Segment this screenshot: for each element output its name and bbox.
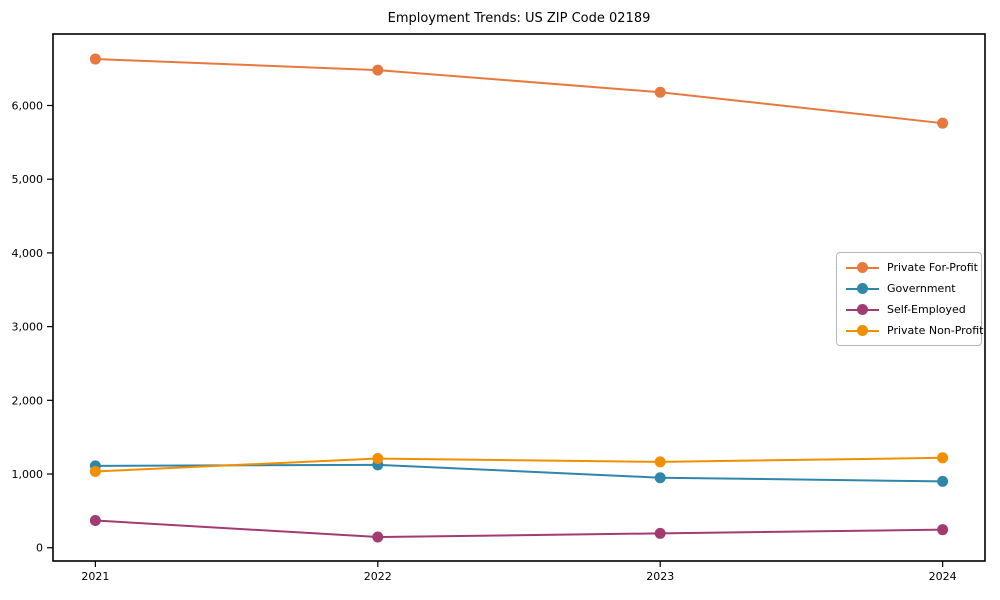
chart-title: Employment Trends: US ZIP Code 02189 — [387, 11, 651, 26]
series-line-government — [95, 463, 943, 483]
series-line-private-for-profit — [95, 58, 943, 125]
y-tick-label: 3,000 — [12, 321, 44, 334]
x-tick-label: 2021 — [81, 570, 109, 583]
legend-marker-icon — [846, 304, 879, 315]
data-point-self-employed — [937, 524, 949, 536]
plot-border — [52, 33, 986, 562]
legend-item-private-non-profit: Private Non-Profit — [846, 323, 983, 338]
data-point-self-employed — [372, 531, 384, 543]
x-tick-label: 2023 — [646, 570, 674, 583]
legend-marker-icon — [846, 283, 879, 294]
y-tick-label: 5,000 — [12, 173, 44, 186]
data-point-private-for-profit — [937, 117, 949, 129]
data-point-private-for-profit — [654, 86, 666, 98]
series-line-self-employed — [95, 519, 943, 539]
legend: Private For-Profit Government Self-Emplo… — [836, 252, 983, 346]
legend-item-government: Government — [846, 281, 972, 296]
data-point-private-non-profit — [372, 453, 384, 465]
x-tick-label: 2022 — [364, 570, 392, 583]
legend-marker-icon — [846, 262, 879, 273]
x-tick-label: 2024 — [929, 570, 957, 583]
y-tick-label: 1,000 — [12, 468, 44, 481]
legend-label: Government — [887, 282, 956, 295]
data-point-private-for-profit — [372, 64, 384, 76]
data-point-government — [937, 475, 949, 487]
data-point-private-non-profit — [89, 465, 101, 477]
y-tick-label: 6,000 — [12, 99, 44, 112]
data-point-self-employed — [654, 527, 666, 539]
series-line-private-non-profit — [95, 456, 943, 473]
legend-item-private-for-profit: Private For-Profit — [846, 260, 978, 275]
y-tick-label: 4,000 — [12, 247, 44, 260]
data-point-government — [654, 472, 666, 484]
data-point-private-non-profit — [654, 456, 666, 468]
data-point-self-employed — [89, 514, 101, 526]
data-point-private-non-profit — [937, 452, 949, 464]
legend-label: Private Non-Profit — [887, 324, 984, 337]
legend-marker-icon — [846, 325, 879, 336]
data-point-private-for-profit — [89, 53, 101, 65]
legend-label: Private For-Profit — [887, 261, 978, 274]
legend-label: Self-Employed — [887, 303, 966, 316]
legend-item-self-employed: Self-Employed — [846, 302, 972, 317]
y-tick-label: 0 — [36, 542, 43, 555]
y-tick-label: 2,000 — [12, 394, 44, 407]
